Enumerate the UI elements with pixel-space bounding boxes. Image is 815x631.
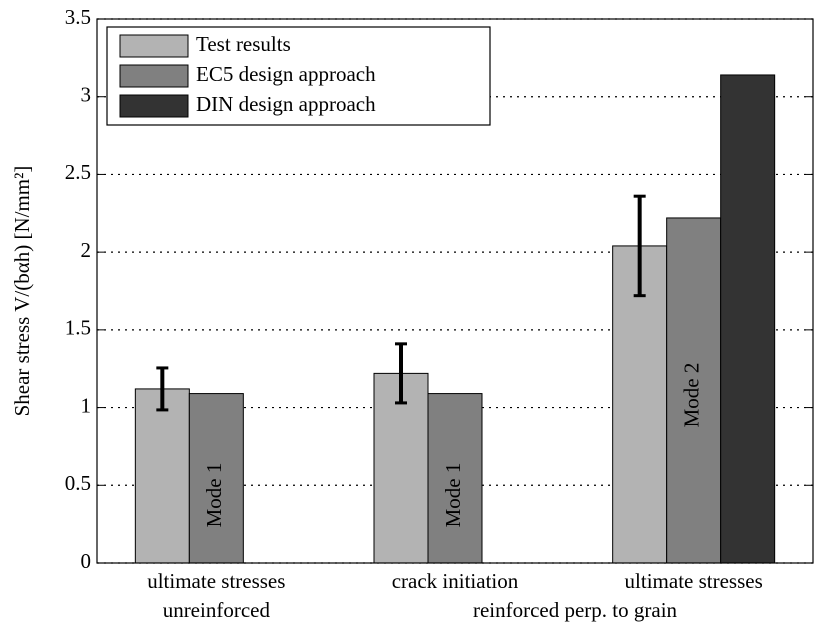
x-tick-label: ultimate stresses — [147, 569, 285, 593]
legend-swatch — [119, 64, 189, 88]
y-axis-label: Shear stress V/(bαh) [N/mm²] — [10, 166, 34, 417]
y-tick-label: 0 — [81, 549, 92, 573]
bar — [666, 217, 722, 564]
bar — [134, 388, 190, 564]
y-tick-label: 3.5 — [65, 5, 91, 29]
annotation: Mode 1 — [441, 463, 465, 528]
y-tick-label: 2.5 — [65, 160, 91, 184]
x-group-label: unreinforced — [163, 598, 271, 622]
annotation: Mode 2 — [679, 363, 703, 428]
y-tick-label: 2 — [81, 238, 92, 262]
x-tick-label: crack initiation — [392, 569, 519, 593]
legend-label: DIN design approach — [196, 92, 376, 116]
error-bar — [395, 342, 407, 405]
legend-swatch — [119, 94, 189, 118]
legend-label: EC5 design approach — [196, 62, 376, 86]
plot-frame — [96, 18, 814, 564]
annotation: Mode 1 — [202, 463, 226, 528]
legend-label: Test results — [196, 32, 291, 56]
y-tick-label: 1 — [81, 393, 92, 417]
y-tick-label: 3 — [81, 83, 92, 107]
y-tick-label: 1.5 — [65, 316, 91, 340]
bar — [188, 393, 244, 564]
bar — [427, 393, 483, 564]
bar — [373, 372, 429, 564]
error-bar — [156, 366, 169, 412]
y-tick-label: 0.5 — [65, 471, 91, 495]
error-bar — [633, 194, 646, 298]
legend: Test results EC5 design approach DIN desig… — [106, 26, 491, 126]
legend-swatch — [119, 34, 189, 58]
x-tick-label: ultimate stresses — [625, 569, 763, 593]
x-group-label: reinforced perp. to grain — [473, 598, 678, 622]
bar — [720, 74, 776, 564]
